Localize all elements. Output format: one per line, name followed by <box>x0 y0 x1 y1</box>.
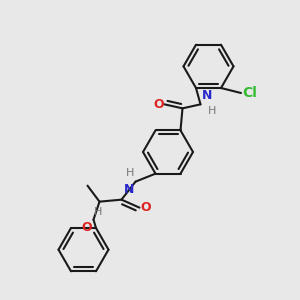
Text: N: N <box>124 183 134 196</box>
Text: O: O <box>153 98 164 111</box>
Text: O: O <box>140 201 151 214</box>
Text: O: O <box>82 221 92 234</box>
Text: H: H <box>94 207 103 217</box>
Text: H: H <box>126 168 134 178</box>
Text: H: H <box>208 106 216 116</box>
Text: N: N <box>202 89 212 102</box>
Text: Cl: Cl <box>242 86 257 100</box>
